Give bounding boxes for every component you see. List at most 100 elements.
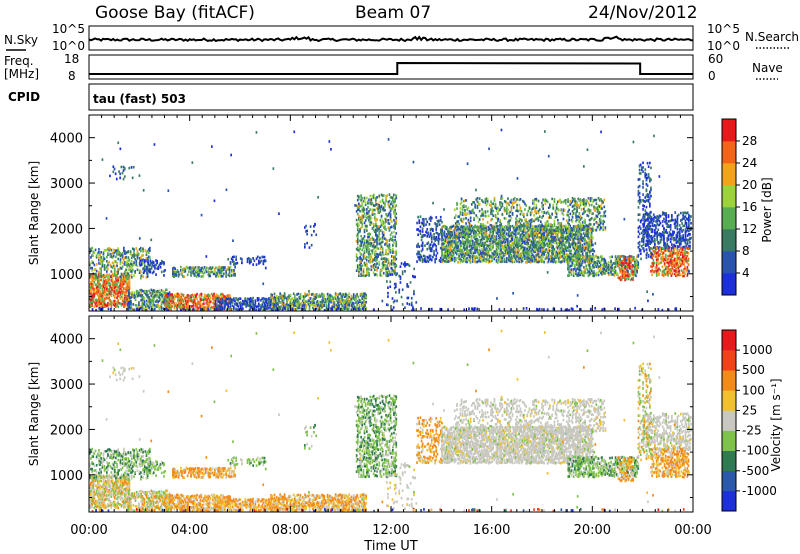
echo-cell [420,244,423,247]
echo-cell [447,260,449,263]
echo-cell [219,300,222,303]
echo-cell [498,243,500,246]
echo-cell [213,302,215,305]
echo-cell [147,255,150,259]
echo-cell [486,225,489,229]
echo-cell [90,302,92,306]
echo-cell [361,217,364,220]
echo-cell [340,295,343,299]
echo-cell [362,253,365,257]
echo-cell [263,255,266,259]
echo-cell [427,231,430,234]
echo-cell [360,226,362,230]
echo-cell [439,228,442,231]
echo-cell [362,246,365,249]
echo-cell [413,292,415,296]
echo-cell [436,223,439,226]
echo-cell [138,269,141,273]
echo-cell [467,232,470,236]
echo-cell [513,246,516,250]
echo-cell [488,234,491,237]
echo-cell [361,202,364,205]
echo-cell [482,227,484,230]
echo-cell [91,300,93,304]
echo-cell [104,297,107,300]
echo-cell [133,261,135,264]
echo-cell [372,271,375,275]
echo-cell [409,281,412,284]
echo-cell [487,261,490,264]
echo-cell [400,295,403,299]
echo-cell [93,275,96,279]
echo-cell [110,255,113,259]
echo-cell [136,251,139,255]
echo-cell [489,227,491,231]
echo-cell [504,249,507,252]
echo-cell [138,271,141,274]
echo-cell [390,207,393,211]
echo-cell [130,266,133,269]
echo-cell [207,273,209,276]
echo-cell [488,247,491,251]
echo-cell [235,307,237,311]
echo-cell [181,298,184,301]
echo-cell [496,243,499,247]
echo-cell [139,294,141,297]
echo-cell [459,229,462,233]
echo-cell [102,258,105,261]
echo-cell [381,266,384,269]
echo-cell [369,233,372,236]
echo-cell [449,254,451,257]
echo-cell [192,266,195,270]
echo-cell [102,252,105,256]
echo-cell [371,195,374,198]
echo-cell [144,290,147,293]
echo-cell [464,254,466,258]
echo-cell [379,229,382,232]
echo-cell [187,297,189,300]
echo-cell [458,254,460,258]
echo-cell [465,260,467,263]
echo-cell [102,255,105,259]
echo-cell [433,237,435,241]
echo-cell [101,287,104,291]
echo-cell [161,298,164,301]
echo-cell [100,299,102,303]
echo-cell [312,297,314,301]
echo-cell [494,250,497,253]
echo-cell [509,244,511,247]
echo-cell [358,274,360,277]
echo-cell [309,301,312,304]
echo-cell [494,214,497,217]
echo-cell [368,250,370,254]
echo-cell [112,274,115,277]
echo-cell [516,239,518,243]
echo-cell [204,296,206,300]
echo-cell [234,299,236,303]
echo-cell [174,304,177,307]
echo-cell [124,252,126,255]
echo-cell [211,266,214,269]
echo-cell [460,255,463,258]
echo-cell [442,256,445,259]
echo-cell [140,270,142,273]
echo-cell [524,233,526,237]
echo-cell [91,282,93,286]
echo-cell [201,275,204,278]
echo-cell [99,290,101,293]
echo-cell [363,307,365,311]
echo-cell [501,260,504,263]
echo-cell [469,235,472,238]
echo-cell [393,262,395,265]
echo-cell [199,271,201,274]
echo-cell [311,293,313,296]
echo-cell [420,255,423,259]
echo-cell [151,263,154,267]
echo-cell [526,258,528,262]
echo-cell [466,233,468,236]
echo-cell [227,266,230,269]
echo-cell [109,275,112,278]
echo-cell [492,244,494,247]
echo-cell [118,276,121,279]
echo-cell [462,225,465,229]
